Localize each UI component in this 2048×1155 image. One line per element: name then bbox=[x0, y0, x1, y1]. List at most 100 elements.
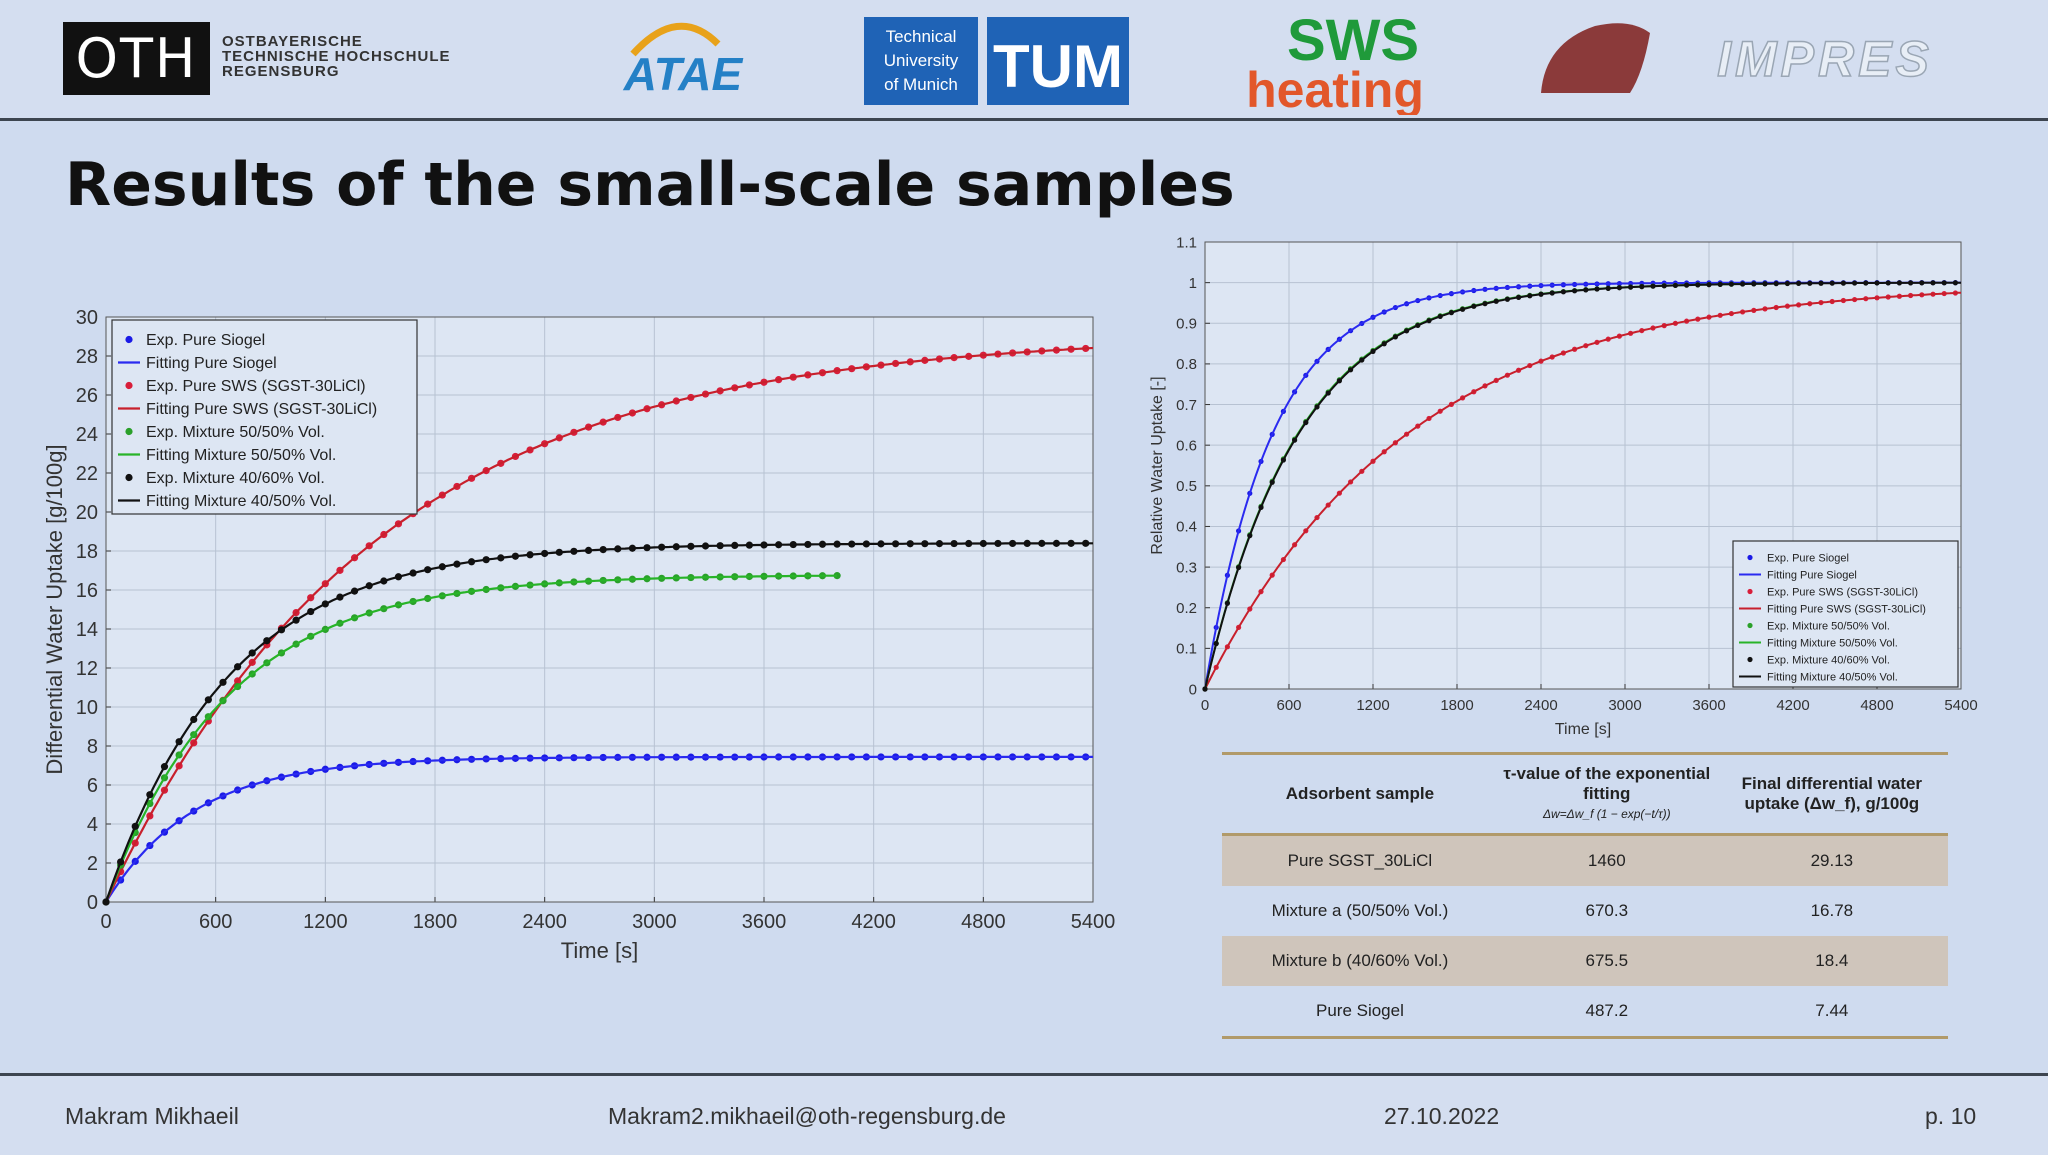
x-tick-label: 4800 bbox=[1860, 697, 1893, 714]
legend-label: Exp. Mixture 50/50% Vol. bbox=[146, 424, 325, 441]
x-tick-label: 4200 bbox=[1776, 697, 1809, 714]
x-tick-label: 0 bbox=[1201, 697, 1209, 714]
legend-label: Exp. Pure Siogel bbox=[1767, 552, 1849, 564]
legend-label: Fitting Pure SWS (SGST-30LiCl) bbox=[146, 401, 377, 418]
table-row: Pure Siogel 487.2 7.44 bbox=[1222, 986, 1948, 1039]
y-tick-label: 24 bbox=[76, 424, 98, 446]
header-final: Final differential water uptake (Δw_f), … bbox=[1715, 752, 1948, 836]
legend-label: Fitting Mixture 50/50% Vol. bbox=[1767, 637, 1898, 649]
x-tick-label: 600 bbox=[1276, 697, 1301, 714]
y-tick-label: 8 bbox=[87, 736, 98, 758]
x-tick-label: 1800 bbox=[1440, 697, 1473, 714]
cell-tau: 675.5 bbox=[1497, 936, 1716, 986]
legend-label: Fitting Pure Siogel bbox=[146, 355, 277, 372]
header-tau-formula: Δw=Δw_f (1 − exp(−t/τ)) bbox=[1542, 807, 1671, 821]
tum-mark-text: TUM bbox=[993, 33, 1123, 100]
legend-label: Exp. Pure Siogel bbox=[146, 332, 265, 349]
oth-logo-text: OSTBAYERISCHE TECHNISCHE HOCHSCHULE REGE… bbox=[222, 34, 451, 79]
slide-header: OTH OSTBAYERISCHE TECHNISCHE HOCHSCHULE … bbox=[0, 0, 2048, 121]
y-tick-label: 0.5 bbox=[1176, 478, 1197, 495]
y-tick-label: 30 bbox=[76, 307, 98, 329]
legend-dot-swatch bbox=[125, 381, 133, 390]
relative-uptake-chart: 0 600 1200 1800 2400 3000 3600 4200 4800 5400 0 0.1… bbox=[1149, 234, 1978, 738]
oth-line-3: REGENSBURG bbox=[222, 63, 340, 80]
impres-text: IMPRES bbox=[1717, 31, 1933, 87]
legend-dot-swatch bbox=[125, 473, 133, 482]
x-tick-label: 1800 bbox=[413, 911, 458, 933]
tum-line-2: University bbox=[883, 51, 959, 70]
y-tick-label: 28 bbox=[76, 346, 98, 368]
legend-label: Exp. Mixture 40/60% Vol. bbox=[1767, 654, 1890, 666]
legend-label: Exp. Mixture 40/60% Vol. bbox=[146, 470, 325, 487]
y-tick-label: 18 bbox=[76, 541, 98, 563]
x-tick-label: 5400 bbox=[1944, 697, 1977, 714]
x-tick-label: 3600 bbox=[1692, 697, 1725, 714]
y-tick-label: 0.4 bbox=[1176, 519, 1197, 536]
y-tick-label: 6 bbox=[87, 775, 98, 797]
sws-text: SWS bbox=[1287, 10, 1419, 73]
oth-line-1: OSTBAYERISCHE bbox=[222, 33, 363, 50]
sws-heating-logo: SWS heating bbox=[1246, 10, 1424, 115]
y-tick-label: 0.9 bbox=[1176, 316, 1197, 333]
x-tick-label: 1200 bbox=[1356, 697, 1389, 714]
footer-email[interactable]: Makram2.mikhaeil@oth-regensburg.de bbox=[608, 1103, 1006, 1129]
x-tick-label: 2400 bbox=[522, 911, 567, 933]
y-tick-label: 4 bbox=[87, 814, 98, 836]
legend: Exp. Pure Siogel Fitting Pure Siogel Exp. … bbox=[1732, 540, 1959, 688]
tum-logo: TUM bbox=[987, 17, 1129, 105]
x-tick-label: 600 bbox=[199, 911, 232, 933]
legend-label: Exp. Mixture 50/50% Vol. bbox=[1767, 620, 1890, 632]
legend-label: Exp. Pure SWS (SGST-30LiCl) bbox=[146, 378, 366, 395]
legend-label: Fitting Pure Siogel bbox=[1767, 569, 1857, 581]
cell-final: 18.4 bbox=[1715, 936, 1948, 986]
y-tick-label: 2 bbox=[87, 853, 98, 875]
legend-label: Fitting Mixture 40/50% Vol. bbox=[146, 493, 336, 510]
fitting-results-table: Adsorbent sample τ-value of the exponent… bbox=[1222, 752, 1948, 1039]
x-tick-label: 4200 bbox=[851, 911, 896, 933]
fit-line-fitting-pure-sws-sgst-30licl- bbox=[1204, 291, 1962, 690]
fit-line-fitting-mixture-50-50-vol- bbox=[104, 574, 838, 903]
y-tick-label: 1 bbox=[1189, 275, 1197, 292]
legend-label: Fitting Mixture 40/50% Vol. bbox=[1767, 671, 1898, 683]
x-axis-label: Time [s] bbox=[1555, 721, 1611, 738]
cell-final: 7.44 bbox=[1715, 986, 1948, 1039]
legend-dot-swatch bbox=[125, 427, 133, 436]
legend-box bbox=[1732, 540, 1959, 688]
table-row: Pure SGST_30LiCl 1460 29.13 bbox=[1222, 834, 1948, 886]
oth-line-2: TECHNISCHE HOCHSCHULE bbox=[222, 48, 451, 65]
legend-dot-swatch bbox=[1747, 656, 1753, 663]
x-tick-label: 1200 bbox=[303, 911, 348, 933]
legend-box bbox=[111, 319, 418, 515]
tum-name-logo: Technical University of Munich bbox=[864, 17, 978, 105]
y-tick-label: 0.8 bbox=[1176, 356, 1197, 373]
x-axis-label: Time [s] bbox=[561, 938, 638, 963]
cell-tau: 487.2 bbox=[1497, 986, 1716, 1039]
y-tick-label: 26 bbox=[76, 385, 98, 407]
fit-line-fitting-mixture-40-50-vol- bbox=[1204, 281, 1961, 690]
legend-dot-swatch bbox=[1747, 588, 1753, 595]
footer-date: 27.10.2022 bbox=[1384, 1103, 1500, 1129]
header-tau-label: τ-value of the exponential fitting bbox=[1503, 764, 1711, 803]
y-axis-label: Relative Water Uptake [-] bbox=[1149, 376, 1166, 554]
cell-sample: Mixture b (40/60% Vol.) bbox=[1222, 936, 1498, 986]
y-tick-label: 0 bbox=[1189, 681, 1197, 698]
cell-sample: Pure Siogel bbox=[1222, 986, 1498, 1039]
heating-text: heating bbox=[1246, 62, 1424, 115]
y-tick-label: 0.1 bbox=[1176, 641, 1197, 658]
x-tick-label: 3600 bbox=[742, 911, 787, 933]
legend-dot-swatch bbox=[125, 335, 133, 344]
header-tau: τ-value of the exponential fitting Δw=Δw… bbox=[1497, 752, 1716, 836]
legend-label: Exp. Pure SWS (SGST-30LiCl) bbox=[1767, 586, 1918, 598]
legend-dot-swatch bbox=[1747, 622, 1753, 629]
table-row: Mixture b (40/60% Vol.) 675.5 18.4 bbox=[1222, 936, 1948, 986]
y-tick-label: 14 bbox=[76, 619, 98, 641]
x-tick-label: 5400 bbox=[1071, 911, 1116, 933]
legend: Exp. Pure Siogel Fitting Pure Siogel Exp. … bbox=[111, 319, 418, 515]
cell-final: 29.13 bbox=[1715, 834, 1948, 886]
table-header-row: Adsorbent sample τ-value of the exponent… bbox=[1222, 752, 1948, 836]
slide-title: Results of the small-scale samples bbox=[65, 150, 1235, 220]
atae-logo: ATAE bbox=[623, 22, 744, 100]
footer-author: Makram Mikhaeil bbox=[65, 1103, 239, 1129]
cell-tau: 670.3 bbox=[1585, 901, 1629, 920]
table-row: Mixture a (50/50% Vol.) 670.3 16.78 bbox=[1222, 886, 1948, 936]
